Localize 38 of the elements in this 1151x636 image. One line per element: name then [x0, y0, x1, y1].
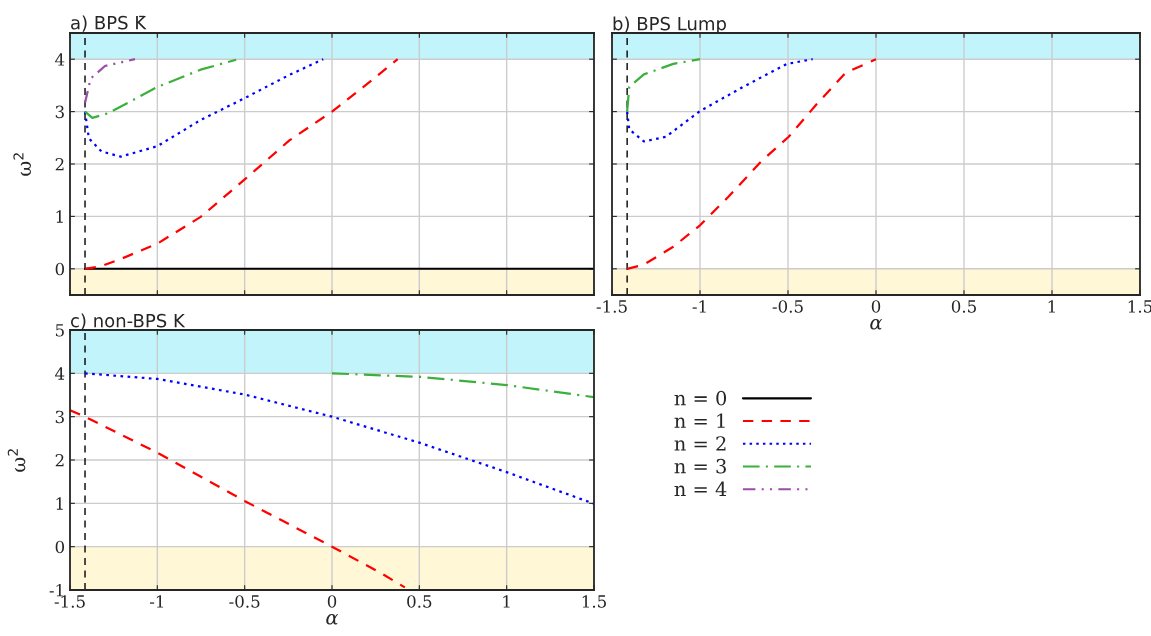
x-tick-label: 1.5: [582, 595, 606, 608]
x-tick-label: -1.5: [54, 595, 85, 608]
y-tick-label: -1: [49, 583, 63, 597]
x-tick-label: 0: [327, 595, 337, 608]
x-tick-label: -0.5: [229, 595, 260, 608]
y-tick-label: 3: [55, 105, 64, 119]
x-tick-label: -1: [692, 300, 706, 313]
y-tick-label: 4: [55, 367, 65, 380]
legend-label: n = 1: [674, 413, 725, 428]
x-tick-label: -0.5: [772, 300, 803, 313]
y-tick-label: 0: [55, 540, 65, 554]
y-tick-label: 3: [55, 410, 64, 424]
y-tick-label: 4: [55, 53, 65, 66]
chart-title: c) non-BPS K: [71, 313, 186, 330]
x-tick-label: 1: [1048, 300, 1055, 313]
y-axis-title: ω$^{2}$: [13, 153, 31, 176]
legend-label: n = 3: [674, 458, 726, 474]
y-tick-label: 1: [56, 497, 63, 510]
y-axis-title: ω$^{2}$: [7, 449, 26, 472]
legend-label: n = 4: [674, 481, 727, 496]
x-axis-title: α: [326, 614, 339, 625]
x-tick-label: 0: [871, 300, 881, 313]
y-tick-label: 0: [55, 262, 65, 276]
chart-title: b) BPS Lump: [613, 16, 726, 34]
y-tick-label: 5: [55, 324, 64, 337]
chart-title: a) BPS K̄: [71, 15, 147, 32]
x-tick-label: 0.5: [951, 300, 976, 313]
x-tick-label: -1: [149, 595, 164, 608]
x-tick-label: 0.5: [407, 595, 432, 608]
y-tick-label: 2: [55, 453, 64, 467]
x-axis-title: α: [870, 319, 883, 330]
legend-label: n = 2: [674, 436, 726, 451]
x-tick-label: 1: [503, 595, 510, 608]
y-tick-label: 1: [56, 210, 63, 223]
y-tick-label: 2: [55, 157, 64, 171]
legend-label: n = 0: [674, 390, 727, 406]
x-tick-label: 1.5: [1128, 300, 1151, 313]
x-tick-label: -1.5: [596, 300, 627, 313]
